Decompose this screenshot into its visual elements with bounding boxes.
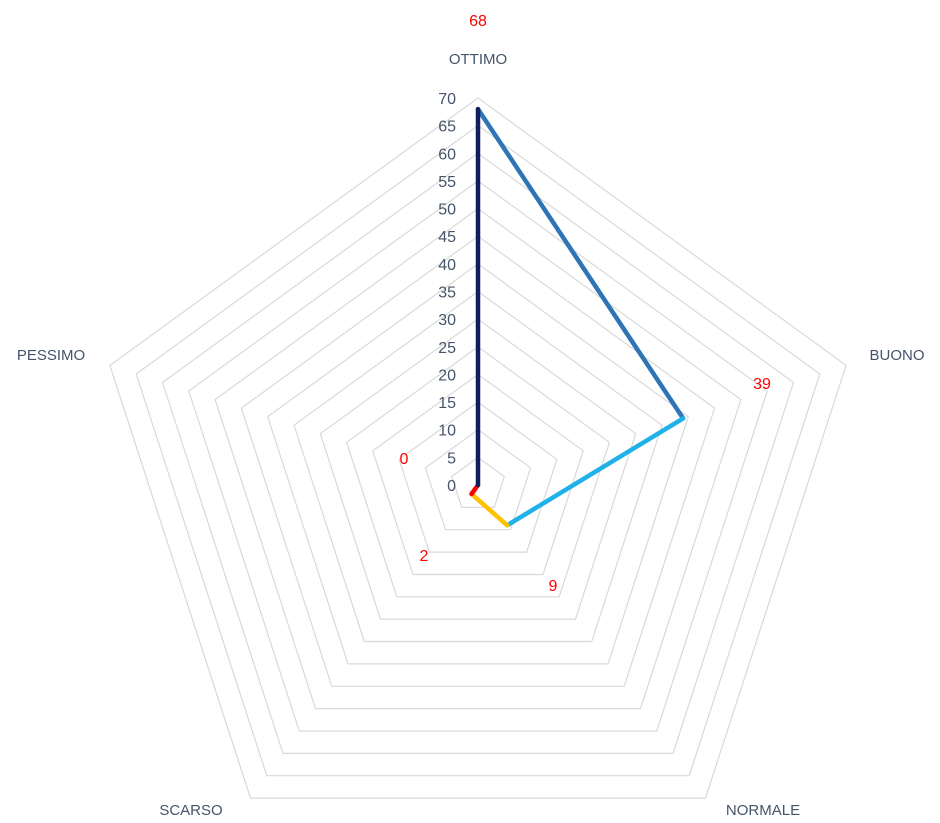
tick-label-65: 65 <box>438 119 456 136</box>
tick-label-20: 20 <box>438 367 456 384</box>
tick-label-45: 45 <box>438 229 456 246</box>
data-label-ottimo: 68 <box>469 13 487 30</box>
grid-ring-45 <box>240 235 716 687</box>
tick-label-5: 5 <box>447 450 456 467</box>
data-label-buono: 39 <box>753 376 771 393</box>
grid-ring-10 <box>424 428 532 531</box>
grid-ring-25 <box>345 346 611 598</box>
tick-labels: 0 5 10 15 20 25 30 35 40 45 50 55 60 65 70 <box>438 91 456 495</box>
series-segment-ottimo-buono <box>475 106 686 421</box>
tick-label-30: 30 <box>438 312 456 329</box>
grid-ring-50 <box>214 207 742 710</box>
data-label-normale: 9 <box>549 578 558 595</box>
data-label-scarso: 2 <box>420 548 429 565</box>
series-layer <box>469 106 686 528</box>
tick-label-10: 10 <box>438 423 456 440</box>
grid-ring-20 <box>372 373 584 576</box>
tick-label-40: 40 <box>438 257 456 274</box>
grid-layer <box>109 97 847 799</box>
tick-label-50: 50 <box>438 202 456 219</box>
series-segment-buono-normale <box>504 416 686 528</box>
tick-label-25: 25 <box>438 340 456 357</box>
category-labels: OTTIMO BUONO NORMALE SCARSO PESSIMO <box>17 51 925 819</box>
category-label-pessimo: PESSIMO <box>17 347 85 364</box>
grid-ring-40 <box>266 263 690 665</box>
tick-label-70: 70 <box>438 91 456 108</box>
grid-ring-70 <box>109 97 847 799</box>
grid-ring-55 <box>188 180 768 732</box>
category-label-normale: NORMALE <box>726 802 800 819</box>
tick-label-55: 55 <box>438 174 456 191</box>
grid-ring-30 <box>319 318 637 620</box>
category-label-scarso: SCARSO <box>159 802 222 819</box>
series-segment-normale-scarso <box>469 491 510 528</box>
grid-ring-5 <box>450 456 506 508</box>
data-label-pessimo: 0 <box>400 451 409 468</box>
grid-ring-65 <box>135 124 821 777</box>
grid-ring-35 <box>293 290 663 643</box>
tick-label-60: 60 <box>438 146 456 163</box>
category-label-buono: BUONO <box>869 347 924 364</box>
tick-label-35: 35 <box>438 285 456 302</box>
category-label-ottimo: OTTIMO <box>449 51 507 68</box>
grid-ring-60 <box>161 152 795 755</box>
tick-label-15: 15 <box>438 395 456 412</box>
grid-ring-15 <box>398 401 558 553</box>
tick-label-0: 0 <box>447 478 456 495</box>
